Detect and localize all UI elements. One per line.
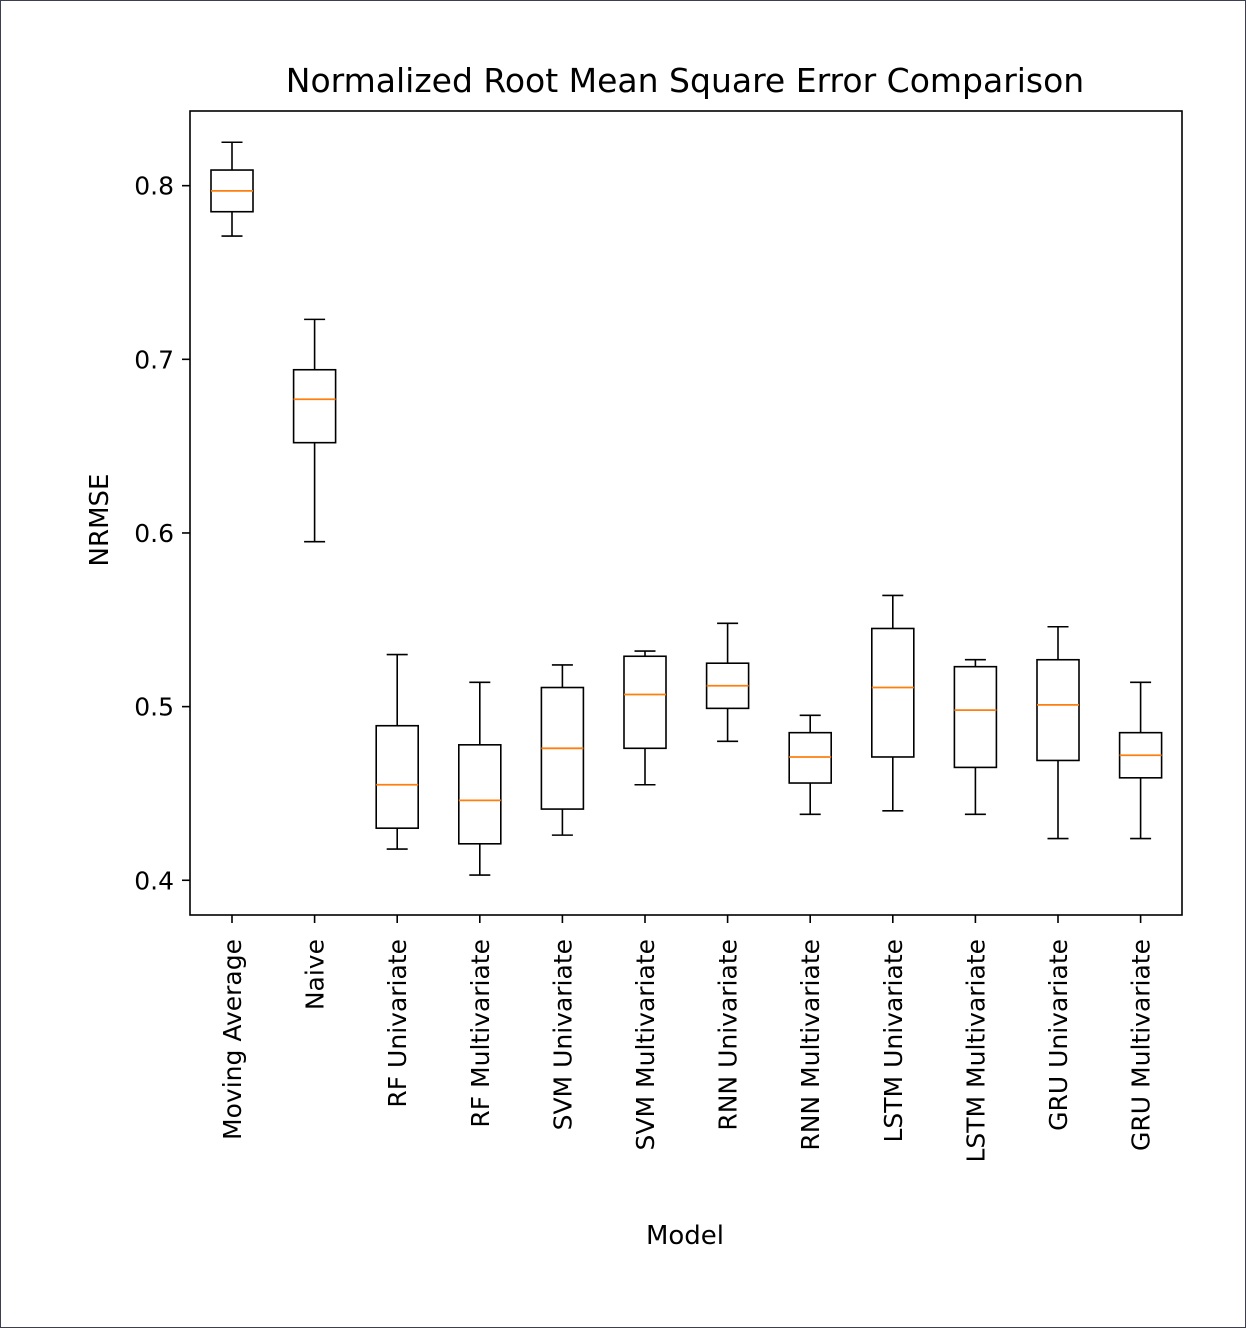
box-iqr: [292, 368, 337, 444]
y-axis-label: NRMSE: [85, 474, 115, 567]
x-tick-label: SVM Univariate: [548, 939, 577, 1130]
x-tick-label: RF Univariate: [383, 939, 412, 1108]
box-iqr: [375, 724, 420, 829]
box-iqr: [953, 665, 998, 769]
y-tick-label: 0.4: [134, 866, 174, 895]
chart-title: Normalized Root Mean Square Error Compar…: [286, 61, 1084, 100]
x-tick-label: Moving Average: [218, 939, 247, 1140]
box-iqr: [870, 627, 915, 758]
x-tick-label: GRU Multivariate: [1127, 939, 1156, 1151]
x-axis-label: Model: [646, 1221, 724, 1251]
x-tick-label: RNN Multivariate: [796, 939, 825, 1151]
y-tick-label: 0.5: [134, 693, 174, 722]
x-tick-label: RF Multivariate: [466, 939, 495, 1128]
x-tick-label: LSTM Multivariate: [961, 939, 990, 1163]
x-tick-label: SVM Multivariate: [631, 939, 660, 1150]
x-tick-label: GRU Univariate: [1044, 939, 1073, 1131]
y-tick-label: 0.7: [134, 345, 174, 374]
box-iqr: [1036, 658, 1080, 762]
x-tick-label: RNN Univariate: [714, 939, 743, 1131]
plot-area: [189, 110, 1183, 916]
x-tick-label: Naive: [301, 939, 330, 1010]
y-tick-label: 0.8: [134, 172, 174, 201]
x-tick-label: LSTM Univariate: [879, 939, 908, 1143]
box-iqr: [623, 655, 667, 750]
box-iqr: [457, 744, 502, 845]
y-tick-label: 0.6: [134, 519, 174, 548]
